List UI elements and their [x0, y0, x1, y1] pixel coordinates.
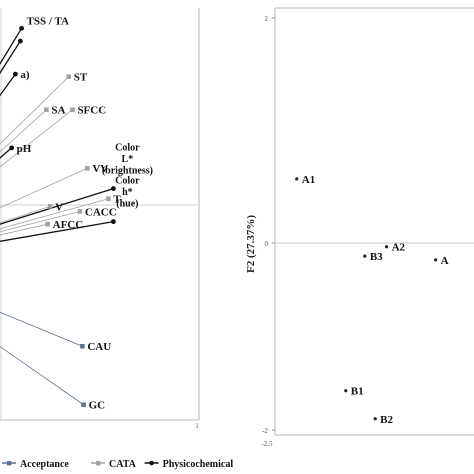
legend-label-physicochemical: Physicochemical: [163, 459, 234, 470]
sample-point-b2: [373, 417, 377, 421]
left-x-tick-label: 1: [195, 422, 199, 430]
label-st: ST: [74, 72, 88, 84]
sample-point-b3: [363, 254, 367, 258]
legend: Acceptance CATA Physicochemical: [2, 459, 233, 470]
label-tss-ta: TSS / TA: [27, 15, 69, 27]
marker-sfcc: [70, 107, 75, 113]
sample-label-b1: B1: [351, 386, 364, 398]
marker-a: [12, 71, 18, 77]
vector-afcc: [0, 223, 48, 236]
vector-sa: [0, 109, 47, 153]
sample-point-a1: [295, 177, 299, 181]
x-tick-label: -2.5: [261, 440, 273, 448]
label-t: T: [113, 194, 121, 206]
vector-st: [0, 76, 70, 145]
vector-t: [0, 198, 109, 230]
marker-sa: [44, 107, 49, 113]
legend-label-cata: CATA: [109, 459, 137, 470]
label-sfcc: SFCC: [77, 105, 106, 117]
label-cacc: CACC: [85, 206, 117, 218]
vector-color: [0, 187, 114, 225]
marker-color: [110, 186, 116, 191]
marker-color: [110, 219, 116, 225]
sample-point-b1: [344, 389, 348, 393]
vector-cacc: [0, 211, 80, 233]
marker-tss-ta: [19, 25, 24, 31]
label-gc: GC: [89, 400, 106, 412]
legend-marker-acceptance: [7, 461, 12, 466]
sample-label-a2: A2: [392, 242, 406, 254]
sample-point-a2: [385, 245, 389, 249]
y-tick-label: -2: [262, 427, 268, 435]
y-tick-label: 0: [265, 240, 269, 248]
vector-color: [0, 220, 114, 242]
vector-sfcc: [0, 109, 73, 168]
sample-label-a1: A1: [302, 174, 315, 186]
marker-cau: [80, 343, 85, 349]
sample-label-a: A: [441, 255, 449, 267]
marker-afcc: [45, 221, 50, 227]
marker-vv: [85, 165, 90, 171]
label-color: Color L* (brightness): [102, 143, 153, 177]
marker-cacc: [77, 209, 83, 214]
label-afcc: AFCC: [53, 219, 84, 231]
label-ph: pH: [17, 143, 32, 155]
vector-cau: [0, 311, 83, 347]
label-a: a): [20, 69, 30, 81]
score-plot: 2 0 -2 -2.5 A1 B3 A2 A B1 B2 F2 (27.37%): [245, 7, 474, 448]
sample-label-b2: B2: [380, 414, 393, 426]
sample-point-a: [434, 258, 438, 262]
legend-marker-cata: [96, 461, 101, 466]
marker-t: [106, 196, 111, 202]
marker-unlabeled: [17, 38, 23, 44]
marker-v: [47, 204, 53, 209]
label-cau: CAU: [87, 341, 111, 353]
sample-label-b3: B3: [370, 251, 383, 263]
label-vv: VV: [92, 163, 108, 175]
vector-gc: [0, 346, 84, 406]
legend-label-acceptance: Acceptance: [20, 459, 69, 470]
y-tick-label: 2: [265, 15, 269, 23]
vector-v: [0, 205, 51, 224]
right-y-axis-label: F2 (27.37%): [245, 215, 257, 273]
marker-ph: [9, 145, 15, 151]
legend-marker-physicochemical: [149, 460, 154, 466]
vector-vv: [0, 167, 88, 209]
label-v: V: [55, 201, 63, 213]
marker-st: [66, 74, 72, 79]
label-sa: SA: [51, 105, 65, 117]
marker-gc: [81, 402, 86, 408]
label-color: Color h* (hue): [115, 176, 140, 210]
